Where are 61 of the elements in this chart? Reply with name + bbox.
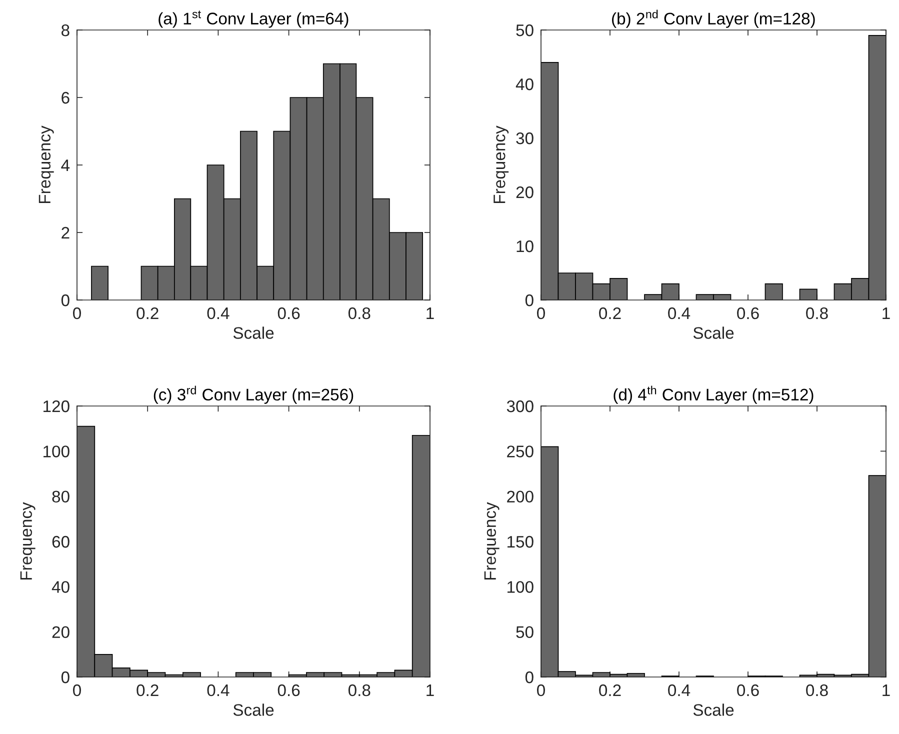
y-axis-title: Frequency xyxy=(484,502,500,580)
x-tick-label: 0.2 xyxy=(599,307,621,320)
y-tick-label: 120 xyxy=(44,400,70,412)
x-tick-label: 0.4 xyxy=(668,307,690,320)
y-tick-label: 0 xyxy=(525,294,534,306)
chart-title: (a) 1$^{st}$ Conv Layer (m=64) xyxy=(158,10,348,28)
x-tick-label: 1 xyxy=(882,684,890,696)
x-tick-label: 0.4 xyxy=(207,307,230,320)
x-tick-label: 1 xyxy=(426,684,434,696)
x-tick-label: 0 xyxy=(537,307,545,320)
x-axis-title: Scale xyxy=(693,326,734,339)
y-tick-label: 150 xyxy=(508,536,534,548)
y-tick-label: 40 xyxy=(516,78,534,90)
y-tick-label: 20 xyxy=(516,186,534,198)
y-tick-label: 0 xyxy=(525,671,534,684)
x-axis-title: Scale xyxy=(233,704,274,716)
y-tick-label: 4 xyxy=(61,160,70,172)
y-tick-label: 50 xyxy=(516,24,534,36)
x-tick-label: 0.8 xyxy=(806,684,828,696)
y-tick-label: 200 xyxy=(507,490,534,503)
y-tick-label: 10 xyxy=(516,240,534,252)
x-tick-label: 0.8 xyxy=(348,307,370,320)
y-tick-label: 2 xyxy=(62,226,70,239)
y-tick-label: 8 xyxy=(62,24,70,36)
x-tick-label: 0.4 xyxy=(207,684,230,696)
y-tick-label: 50 xyxy=(516,626,534,638)
y-tick-label: 300 xyxy=(506,400,534,412)
x-tick-label: 0.6 xyxy=(737,684,759,696)
x-tick-label: 1 xyxy=(426,308,434,320)
y-tick-label: 80 xyxy=(52,490,70,503)
y-tick-label: 60 xyxy=(52,536,70,548)
x-tick-label: 0.8 xyxy=(348,684,370,696)
x-tick-label: 0.6 xyxy=(278,684,300,696)
y-tick-label: 20 xyxy=(52,626,70,638)
x-tick-label: 0.6 xyxy=(278,307,300,320)
x-tick-label: 0.2 xyxy=(136,307,158,320)
x-tick-label: 0.6 xyxy=(737,307,759,320)
y-tick-label: 6 xyxy=(62,92,70,104)
y-tick-label: 30 xyxy=(516,132,534,144)
y-tick-label: 100 xyxy=(44,446,70,458)
y-axis-title: Frequency xyxy=(38,126,54,203)
y-axis-title: Frequency xyxy=(20,502,36,580)
y-tick-label: 100 xyxy=(508,581,534,593)
y-tick-label: 40 xyxy=(52,581,70,593)
x-axis-title: Scale xyxy=(233,326,274,339)
y-tick-label: 0 xyxy=(61,671,70,684)
x-tick-label: 0.2 xyxy=(136,684,158,696)
x-tick-label: 0.8 xyxy=(806,307,828,320)
x-tick-label: 0 xyxy=(73,684,81,696)
x-tick-label: 1 xyxy=(882,308,890,320)
chart-title: (d) 4$^{th}$ Conv Layer (m=512) xyxy=(614,386,814,404)
y-tick-label: 0 xyxy=(61,294,70,306)
y-axis-title: Frequency xyxy=(494,126,509,203)
chart-title: (b) 2$^{nd}$ Conv Layer (m=128) xyxy=(612,10,815,28)
x-axis-title: Scale xyxy=(693,704,734,716)
x-tick-label: 0.4 xyxy=(668,684,690,696)
x-tick-label: 0 xyxy=(537,684,545,696)
x-tick-label: 0.2 xyxy=(599,684,621,696)
x-tick-label: 0 xyxy=(73,307,81,320)
y-tick-label: 250 xyxy=(507,446,534,458)
chart-title: (c) 3$^{rd}$ Conv Layer (m=256) xyxy=(154,386,354,404)
